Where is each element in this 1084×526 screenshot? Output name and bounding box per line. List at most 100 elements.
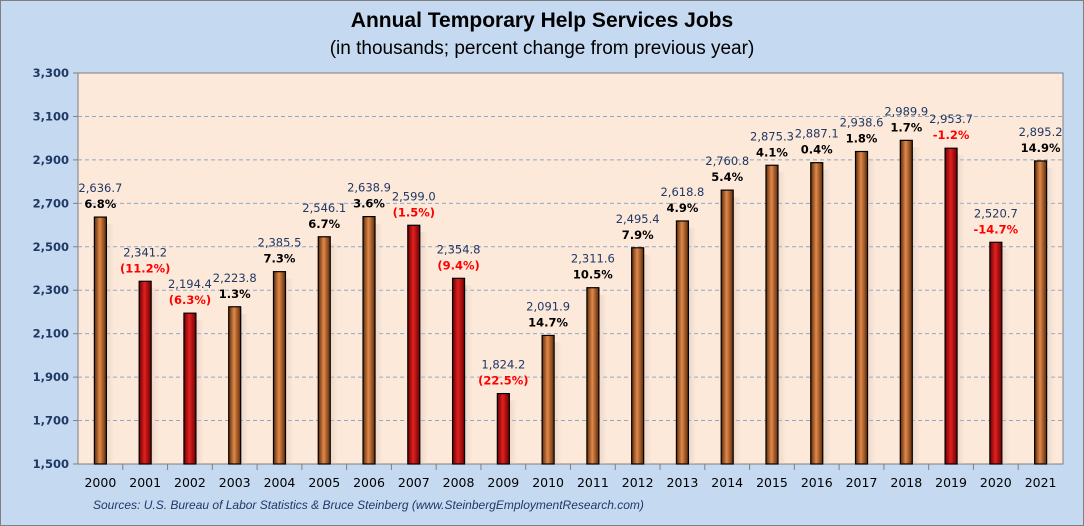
value-label: 2,546.1 bbox=[302, 201, 346, 215]
value-label: 2,354.8 bbox=[437, 242, 481, 256]
xtick-label: 2016 bbox=[801, 475, 833, 490]
bar-2000 bbox=[93, 216, 107, 465]
ytick-label: 1,700 bbox=[33, 414, 69, 428]
ytick-label: 2,300 bbox=[33, 283, 69, 297]
pct-label: 4.9% bbox=[666, 201, 698, 215]
pct-label: 1.8% bbox=[846, 132, 878, 146]
bar-2003 bbox=[228, 306, 242, 465]
ytick-label: 2,900 bbox=[33, 153, 69, 167]
value-label: 2,895.2 bbox=[1019, 125, 1063, 139]
pct-label: (11.2%) bbox=[120, 261, 170, 275]
bar-2019 bbox=[944, 147, 958, 465]
bar-2009 bbox=[496, 392, 510, 465]
xtick-label: 2010 bbox=[532, 475, 564, 490]
value-label: 2,636.7 bbox=[78, 181, 122, 195]
bar-2013 bbox=[675, 220, 690, 465]
xtick-label: 2017 bbox=[846, 475, 878, 490]
pct-label: (6.3%) bbox=[169, 293, 211, 307]
ytick-label: 3,300 bbox=[33, 66, 69, 80]
value-label: 2,520.7 bbox=[974, 206, 1018, 220]
bar-2014 bbox=[720, 189, 734, 465]
value-label: 2,341.2 bbox=[123, 245, 167, 259]
pct-label: 3.6% bbox=[353, 197, 385, 211]
xtick-label: 2008 bbox=[443, 475, 475, 490]
ytick-label: 3,100 bbox=[33, 109, 69, 123]
ytick-label: 1,500 bbox=[33, 457, 69, 471]
pct-label: (22.5%) bbox=[478, 374, 528, 388]
xtick-label: 2005 bbox=[308, 475, 340, 490]
bar-2017 bbox=[854, 150, 869, 465]
value-label: 2,495.4 bbox=[616, 212, 660, 226]
value-label: 2,760.8 bbox=[705, 154, 749, 168]
pct-label: 5.4% bbox=[711, 170, 743, 184]
bar-2015 bbox=[765, 164, 779, 465]
value-label: 2,223.8 bbox=[213, 271, 257, 285]
xtick-label: 2002 bbox=[174, 475, 206, 490]
value-label: 2,194.4 bbox=[168, 277, 212, 291]
xtick-label: 2021 bbox=[1025, 475, 1057, 490]
bar-2008 bbox=[451, 277, 466, 465]
value-label: 2,875.3 bbox=[750, 129, 794, 143]
bar-2021 bbox=[1034, 160, 1048, 465]
pct-label: 6.8% bbox=[84, 197, 116, 211]
value-label: 2,599.0 bbox=[392, 189, 436, 203]
pct-label: 1.3% bbox=[219, 287, 251, 301]
chart-source: Sources: U.S. Bureau of Labor Statistics… bbox=[93, 498, 644, 512]
value-label: 2,618.8 bbox=[660, 185, 704, 199]
pct-label: (1.5%) bbox=[393, 205, 435, 219]
pct-label: 7.3% bbox=[264, 252, 296, 266]
value-label: 2,953.7 bbox=[929, 112, 973, 126]
bar-2011 bbox=[586, 287, 600, 465]
pct-label: 0.4% bbox=[801, 143, 833, 157]
value-label: 2,311.6 bbox=[571, 252, 615, 266]
pct-label: -1.2% bbox=[933, 128, 970, 142]
bar-2005 bbox=[317, 236, 331, 465]
value-label: 2,989.9 bbox=[884, 104, 928, 118]
bar-2006 bbox=[362, 216, 376, 465]
pct-label: -14.7% bbox=[974, 222, 1019, 236]
value-label: 2,638.9 bbox=[347, 181, 391, 195]
bar-2001 bbox=[138, 280, 152, 465]
pct-label: 6.7% bbox=[308, 217, 340, 231]
bar-2004 bbox=[272, 271, 287, 465]
xtick-label: 2014 bbox=[711, 475, 743, 490]
xtick-label: 2007 bbox=[398, 475, 430, 490]
pct-label: 1.7% bbox=[890, 120, 922, 134]
pct-label: 7.9% bbox=[622, 228, 654, 242]
chart-subtitle: (in thousands; percent change from previ… bbox=[329, 38, 755, 59]
ytick-label: 2,100 bbox=[33, 327, 69, 341]
xtick-label: 2020 bbox=[980, 475, 1012, 490]
ytick-label: 2,500 bbox=[33, 240, 69, 254]
bar-2010 bbox=[541, 334, 555, 465]
xtick-label: 2015 bbox=[756, 475, 788, 490]
pct-label: 14.7% bbox=[528, 315, 568, 329]
xtick-label: 2006 bbox=[353, 475, 385, 490]
pct-label: 14.9% bbox=[1021, 141, 1061, 155]
xtick-label: 2013 bbox=[667, 475, 699, 490]
xtick-label: 2019 bbox=[935, 475, 967, 490]
pct-label: 4.1% bbox=[756, 145, 788, 159]
bar-2016 bbox=[810, 162, 824, 465]
bar-2020 bbox=[989, 241, 1003, 465]
xtick-label: 2000 bbox=[84, 475, 116, 490]
pct-label: (9.4%) bbox=[437, 258, 479, 272]
value-label: 2,091.9 bbox=[526, 299, 570, 313]
value-label: 2,385.5 bbox=[258, 236, 302, 250]
xtick-label: 2009 bbox=[487, 475, 519, 490]
ytick-label: 2,700 bbox=[33, 196, 69, 210]
value-label: 1,824.2 bbox=[481, 358, 525, 372]
value-label: 2,887.1 bbox=[795, 127, 839, 141]
xtick-label: 2004 bbox=[264, 475, 296, 490]
xtick-label: 2011 bbox=[577, 475, 609, 490]
bar-2018 bbox=[899, 139, 913, 465]
xtick-label: 2001 bbox=[129, 475, 161, 490]
bar-2012 bbox=[631, 247, 645, 465]
value-label: 2,938.6 bbox=[840, 116, 884, 130]
ytick-label: 1,900 bbox=[33, 370, 69, 384]
bar-2007 bbox=[407, 224, 421, 465]
xtick-label: 2018 bbox=[890, 475, 922, 490]
xtick-label: 2003 bbox=[219, 475, 251, 490]
pct-label: 10.5% bbox=[573, 268, 613, 282]
xtick-label: 2012 bbox=[622, 475, 654, 490]
